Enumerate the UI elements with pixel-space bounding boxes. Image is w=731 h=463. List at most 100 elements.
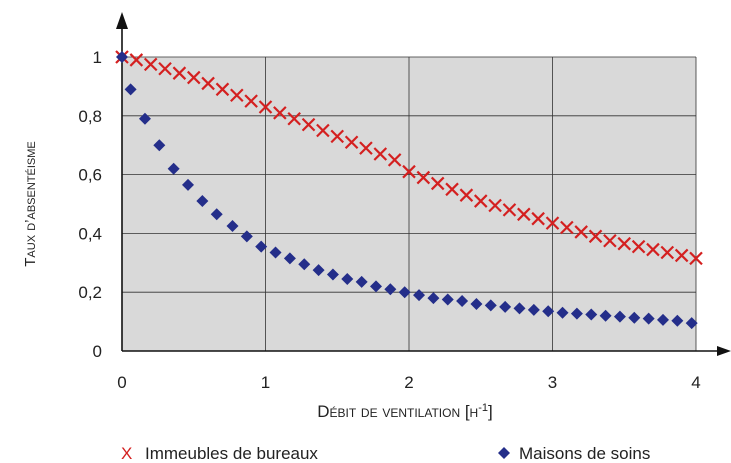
point-care-homes (398, 286, 411, 299)
legend-label-offices: Immeubles de bureaux (145, 444, 318, 463)
point-care-homes (355, 275, 368, 288)
point-care-homes (226, 220, 239, 233)
point-care-homes (182, 178, 195, 191)
legend-label-care-homes: Maisons de soins (519, 444, 650, 463)
legend-diamond-marker (498, 447, 510, 459)
x-tick-label: 0 (117, 373, 126, 392)
point-care-homes (326, 268, 339, 281)
point-care-homes (656, 313, 669, 326)
point-offices (689, 251, 703, 266)
point-care-homes (642, 312, 655, 325)
point-care-homes (167, 162, 180, 175)
point-care-homes (499, 300, 512, 313)
legend-x-marker: X (121, 444, 132, 463)
point-offices (402, 164, 416, 179)
point-care-homes (210, 208, 223, 221)
point-care-homes (255, 240, 268, 253)
point-offices (674, 248, 689, 263)
point-offices (186, 70, 201, 85)
point-care-homes (124, 83, 137, 96)
y-axis-title: Taux d’absentéisme (22, 141, 39, 266)
point-offices (459, 188, 474, 202)
point-care-homes (599, 309, 612, 322)
point-offices (215, 82, 230, 97)
point-offices (158, 61, 172, 76)
point-offices (445, 182, 459, 197)
point-offices (230, 88, 244, 102)
point-offices (517, 207, 531, 222)
point-offices (488, 198, 502, 213)
point-offices (416, 170, 431, 185)
data-points (115, 50, 703, 330)
point-care-homes (456, 295, 469, 308)
point-care-homes (341, 272, 354, 285)
point-care-homes (542, 305, 555, 318)
x-tick-label: 3 (548, 373, 557, 392)
x-tick-label: 1 (261, 373, 270, 392)
y-tick-label: 0,2 (78, 283, 102, 302)
point-offices (660, 245, 675, 260)
point-care-homes (628, 311, 641, 324)
point-care-homes (685, 317, 698, 330)
point-care-homes (196, 195, 209, 208)
grid-lines (122, 56, 697, 351)
point-offices (473, 194, 488, 208)
point-offices (430, 176, 445, 191)
point-offices (387, 153, 402, 167)
point-offices (258, 100, 273, 114)
point-offices (603, 233, 617, 248)
point-offices (316, 123, 330, 138)
point-care-homes (671, 314, 684, 327)
point-offices (330, 129, 345, 144)
point-care-homes (298, 258, 311, 271)
y-tick-label: 1 (93, 48, 102, 67)
point-care-homes (470, 297, 483, 310)
point-care-homes (441, 293, 454, 306)
x-tick-label: 2 (404, 373, 413, 392)
point-offices (373, 147, 388, 161)
point-offices (617, 236, 632, 251)
point-offices (143, 57, 158, 72)
point-care-homes (484, 299, 497, 312)
legend-item-care-homes: Maisons de soins (498, 444, 650, 463)
y-tick-label: 0 (93, 342, 102, 361)
point-offices (201, 76, 215, 91)
point-offices (588, 229, 603, 244)
point-care-homes (369, 280, 382, 293)
x-axis-arrow (717, 346, 731, 356)
point-care-homes (116, 51, 128, 63)
point-care-homes (570, 307, 583, 320)
point-offices (560, 220, 574, 235)
point-offices (172, 66, 187, 80)
y-tick-label: 0,8 (78, 107, 102, 126)
point-offices (301, 117, 316, 132)
point-offices (129, 53, 144, 67)
point-care-homes (585, 308, 598, 321)
point-offices (646, 242, 660, 257)
point-care-homes (556, 306, 569, 319)
x-tick-label: 4 (691, 373, 700, 392)
point-care-homes (240, 230, 253, 243)
axes (116, 12, 731, 356)
y-axis-arrow (116, 12, 128, 29)
legend: X Immeubles de bureaux Maisons de soins (121, 444, 650, 463)
point-care-homes (312, 264, 325, 277)
point-care-homes (269, 246, 282, 259)
y-tick-label: 0,6 (78, 166, 102, 185)
y-tick-label: 0,4 (78, 224, 102, 243)
point-offices (545, 216, 560, 230)
point-care-homes (427, 292, 440, 305)
tick-labels: 0 1 2 3 4 0 0,2 0,4 0,6 0,8 1 (78, 48, 700, 392)
point-care-homes (138, 112, 151, 125)
point-offices (359, 141, 373, 155)
point-offices (273, 106, 287, 120)
point-offices (287, 111, 301, 126)
point-care-homes (513, 302, 526, 315)
point-offices (531, 211, 545, 226)
point-offices (344, 135, 359, 150)
point-offices (574, 225, 588, 239)
point-care-homes (413, 289, 426, 302)
point-care-homes (283, 252, 296, 265)
point-care-homes (153, 139, 166, 152)
